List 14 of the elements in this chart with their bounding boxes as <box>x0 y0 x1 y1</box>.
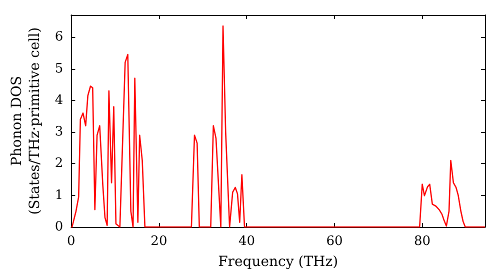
y-tick-label: 4 <box>54 92 64 108</box>
x-tick-label: 40 <box>238 234 255 249</box>
x-tick-label: 20 <box>150 234 168 249</box>
x-tick-label: 80 <box>414 234 431 249</box>
y-tick-label: 6 <box>54 30 64 45</box>
y-tick-label: 5 <box>54 61 64 76</box>
x-tick-label: 60 <box>326 234 343 249</box>
y-tick-label: 0 <box>54 220 64 234</box>
x-tick-label: 0 <box>67 234 76 249</box>
x-axis-title: Frequency (THz) <box>218 254 338 270</box>
y-tick-label: 2 <box>54 156 64 172</box>
y-tick-label: 1 <box>54 188 64 203</box>
y-axis-title: Phonon DOS (States/THz·primitive cell) <box>9 27 43 215</box>
y-tick-label: 3 <box>54 124 64 140</box>
